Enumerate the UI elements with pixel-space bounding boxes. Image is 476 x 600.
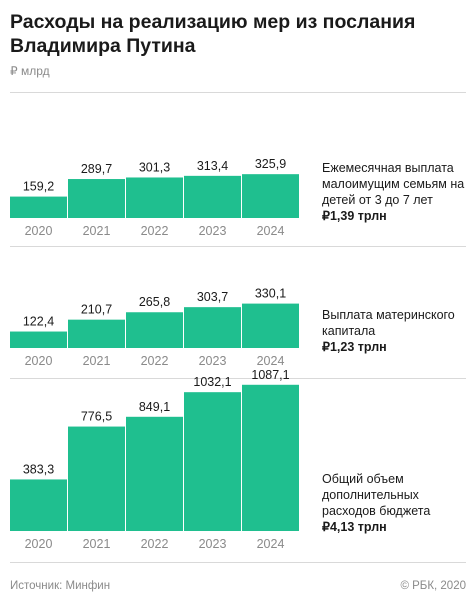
- value-label-2021: 210,7: [81, 303, 112, 317]
- bar-2023: [184, 307, 241, 348]
- bar-2020: [10, 196, 67, 218]
- panel-description-text: Ежемесячная выплата малоимущим семьям на…: [322, 161, 465, 207]
- bar-2024: [242, 174, 299, 218]
- copyright-note: © РБК, 2020: [400, 580, 466, 592]
- bar-2021: [68, 179, 125, 218]
- year-label-2020: 2020: [25, 354, 53, 368]
- bar-2020: [10, 479, 67, 531]
- panel-description-monthly-payment: Ежемесячная выплата малоимущим семьям на…: [322, 160, 472, 224]
- panel-description-text: Выплата материнского капитала: [322, 308, 455, 338]
- chart-panel-total-expenses: 383,3 2020 776,5 2021 849,1 2022 1032,1 2023 108…: [10, 368, 299, 551]
- bar-2021: [68, 426, 125, 531]
- year-label-2020: 2020: [25, 537, 53, 551]
- year-label-2022: 2022: [141, 224, 169, 238]
- chart-title: Расходы на реализацию мер из послания Вл…: [10, 11, 416, 57]
- value-label-2021: 776,5: [81, 410, 112, 424]
- unit-label: ₽ млрд: [10, 64, 50, 78]
- value-label-2020: 159,2: [23, 180, 54, 194]
- panel-total: ₽1,39 трлн: [322, 209, 387, 223]
- bar-2024: [242, 384, 299, 531]
- year-label-2021: 2021: [83, 224, 111, 238]
- chart-panel-maternity-capital: 122,4 2020 210,7 2021 265,8 2022 303,7 2023 330,…: [10, 287, 299, 368]
- value-label-2020: 122,4: [23, 315, 54, 329]
- bar-2022: [126, 312, 183, 348]
- panel-total: ₽4,13 трлн: [322, 520, 387, 534]
- panel-description-total-expenses: Общий объем дополнительных расходов бюдж…: [322, 471, 472, 535]
- value-label-2024: 325,9: [255, 157, 286, 171]
- value-label-2021: 289,7: [81, 162, 112, 176]
- separator: [10, 92, 466, 93]
- bar-2023: [184, 392, 241, 531]
- value-label-2023: 303,7: [197, 290, 228, 304]
- panel-description-text: Общий объем дополнительных расходов бюдж…: [322, 472, 431, 518]
- year-label-2023: 2023: [199, 224, 227, 238]
- bar-2023: [184, 175, 241, 218]
- year-label-2021: 2021: [83, 537, 111, 551]
- bar-2021: [68, 319, 125, 348]
- year-label-2020: 2020: [25, 224, 53, 238]
- value-label-2022: 301,3: [139, 160, 170, 174]
- value-label-2020: 383,3: [23, 462, 54, 476]
- bar-2022: [126, 416, 183, 531]
- year-label-2024: 2024: [257, 224, 285, 238]
- year-label-2023: 2023: [199, 354, 227, 368]
- value-label-2022: 849,1: [139, 400, 170, 414]
- panel-total: ₽1,23 трлн: [322, 340, 387, 354]
- value-label-2024: 330,1: [255, 287, 286, 301]
- separator: [10, 378, 466, 379]
- value-label-2024: 1087,1: [251, 368, 289, 382]
- bar-2022: [126, 177, 183, 218]
- value-label-2023: 313,4: [197, 159, 228, 173]
- year-label-2022: 2022: [141, 354, 169, 368]
- year-label-2024: 2024: [257, 354, 285, 368]
- source-note: Источник: Минфин: [10, 580, 111, 592]
- bar-2020: [10, 331, 67, 348]
- year-label-2022: 2022: [141, 537, 169, 551]
- separator: [10, 246, 466, 247]
- value-label-2023: 1032,1: [193, 375, 231, 389]
- year-label-2023: 2023: [199, 537, 227, 551]
- value-label-2022: 265,8: [139, 295, 170, 309]
- separator: [10, 562, 466, 563]
- year-label-2024: 2024: [257, 537, 285, 551]
- year-label-2021: 2021: [83, 354, 111, 368]
- chart-panel-monthly-payment: 159,2 2020 289,7 2021 301,3 2022 313,4 2023 325,…: [10, 157, 299, 238]
- panel-description-maternity-capital: Выплата материнского капитала ₽1,23 трлн: [322, 307, 472, 355]
- bar-2024: [242, 303, 299, 348]
